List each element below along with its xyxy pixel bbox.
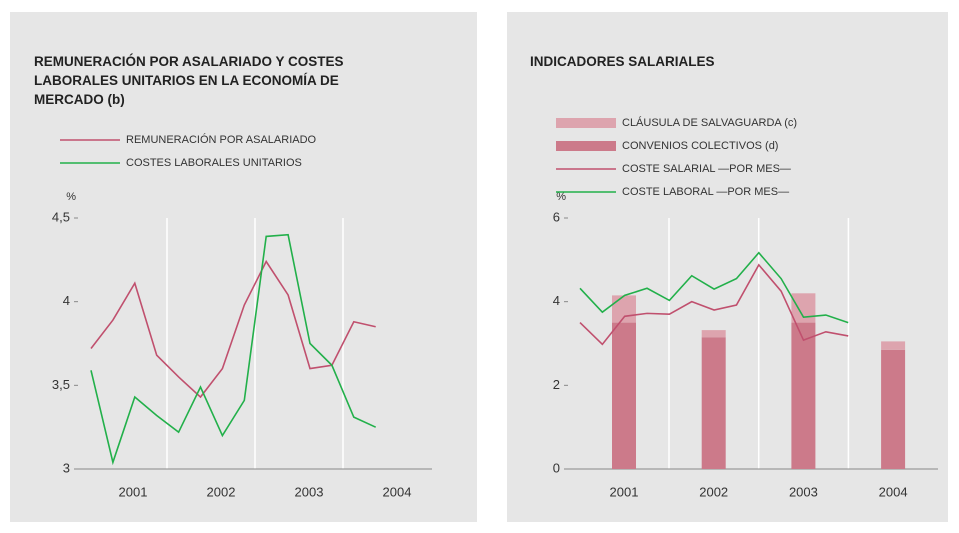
line-series bbox=[90, 259, 376, 399]
x-tick-label: 2004 bbox=[383, 484, 412, 499]
x-tick-label: 2002 bbox=[699, 484, 728, 499]
x-tick-label: 2002 bbox=[207, 484, 236, 499]
line-series bbox=[579, 251, 849, 324]
bar bbox=[701, 330, 726, 338]
panel bbox=[10, 12, 477, 522]
bar bbox=[701, 337, 726, 469]
line-series bbox=[579, 263, 849, 346]
chart-title: REMUNERACIÓN POR ASALARIADO Y COSTES LAB… bbox=[34, 54, 344, 107]
y-tick-label: 3 bbox=[63, 460, 70, 475]
x-tick-label: 2003 bbox=[789, 484, 818, 499]
y-tick-label: 2 bbox=[553, 377, 560, 392]
legend-label: REMUNERACIÓN POR ASALARIADO bbox=[126, 133, 317, 146]
panel bbox=[507, 12, 948, 522]
bar bbox=[881, 349, 906, 469]
legend-label: COSTE LABORAL —POR MES— bbox=[622, 186, 789, 198]
x-tick-label: 2003 bbox=[295, 484, 324, 499]
legend-label: CLÁUSULA DE SALVAGUARDA (c) bbox=[622, 116, 797, 129]
y-tick-label: 4 bbox=[553, 293, 560, 308]
y-tick-label: 4 bbox=[63, 293, 70, 308]
legend-label: COSTE SALARIAL —POR MES— bbox=[622, 163, 791, 175]
x-tick-label: 2001 bbox=[610, 484, 639, 499]
legend-swatch bbox=[556, 118, 616, 128]
bar bbox=[881, 341, 906, 350]
y-tick-label: 6 bbox=[553, 209, 560, 224]
y-unit: % bbox=[556, 191, 566, 203]
bar bbox=[612, 322, 636, 469]
y-tick-label: 0 bbox=[553, 460, 560, 475]
x-tick-label: 2001 bbox=[119, 484, 148, 499]
chart-title: INDICADORES SALARIALES bbox=[530, 54, 715, 69]
legend-label: COSTES LABORALES UNITARIOS bbox=[126, 157, 302, 169]
y-tick-label: 3,5 bbox=[52, 377, 70, 392]
legend-label: CONVENIOS COLECTIVOS (d) bbox=[622, 140, 778, 152]
bar bbox=[791, 293, 816, 323]
y-unit: % bbox=[66, 191, 76, 203]
legend-swatch bbox=[556, 141, 616, 151]
line-series bbox=[90, 233, 377, 466]
y-tick-label: 4,5 bbox=[52, 209, 70, 224]
bar bbox=[791, 322, 816, 469]
x-tick-label: 2004 bbox=[879, 484, 908, 499]
bar bbox=[612, 295, 636, 323]
